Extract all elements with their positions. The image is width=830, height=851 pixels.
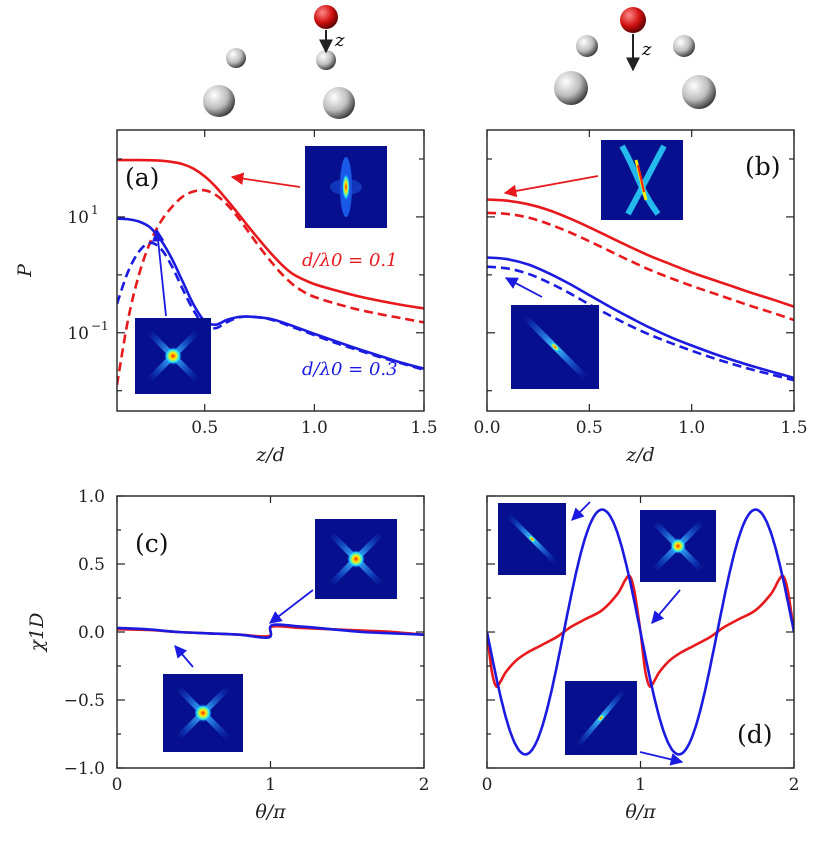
field-map-inset-twisted	[601, 140, 683, 220]
x-tick-label: 1.5	[780, 418, 807, 438]
atom-icon	[323, 87, 355, 119]
inset-pointer-arrow	[269, 589, 314, 624]
emitter-atom-icon	[620, 7, 646, 33]
inset-pointer-arrow	[651, 589, 681, 624]
y-tick-label: 0.5	[78, 555, 105, 575]
field-map-inset-diagonal	[511, 305, 599, 389]
panel-letter: (d)	[737, 720, 773, 749]
panel-c: 0 1 2 1.0 0.5 0.0 −0.5 −1.0 θ/π χ1D (c)	[26, 487, 429, 823]
series-line-red-dashed	[487, 211, 794, 322]
x-tick-label: 1	[265, 775, 276, 795]
inset-pointer-arrow	[230, 172, 301, 188]
panel-letter: (a)	[125, 163, 159, 192]
field-map-inset-cross	[163, 674, 243, 752]
inset-pointer-arrow	[174, 645, 194, 668]
atom-array-pentagon-icon: z	[554, 7, 716, 109]
schematic-z-label: z	[641, 39, 652, 60]
panel-letter: (b)	[745, 152, 781, 181]
y-axis-label: χ1D	[26, 613, 48, 654]
emitter-atom-icon	[314, 5, 338, 29]
series-line-red-solid	[487, 198, 794, 308]
x-tick-label: 0.5	[576, 418, 603, 438]
panel-d: 0 1 2 θ/π (d)	[482, 495, 800, 823]
series-line-blue-dashed	[117, 241, 424, 372]
x-tick-label: 0.0	[473, 418, 500, 438]
x-tick-label: 1.5	[410, 418, 437, 438]
field-map-inset-cross	[135, 318, 211, 394]
atom-icon	[316, 50, 336, 70]
field-map-inset-cross	[640, 510, 716, 582]
y-tick-label: 10	[67, 208, 89, 228]
x-tick-label: 0.5	[191, 418, 218, 438]
series-group	[487, 198, 794, 382]
series-group	[117, 623, 424, 640]
y-tick-label: −0.5	[64, 691, 105, 711]
schematic-z-label: z	[334, 30, 345, 51]
inset-pointer-arrow	[503, 175, 599, 198]
x-tick-label: 1.0	[678, 418, 705, 438]
atom-icon	[226, 48, 246, 68]
x-axis-label: z/d	[255, 444, 285, 466]
y-tick-label: −1.0	[64, 759, 105, 779]
field-map-inset-cross	[315, 519, 397, 599]
series-line-red-solid	[117, 158, 424, 310]
atom-icon	[673, 35, 695, 57]
inset-pointer-arrow	[571, 501, 591, 521]
x-tick-label: 2	[789, 775, 800, 795]
plot-frame	[486, 129, 795, 412]
atom-icon	[554, 71, 588, 105]
y-tick-label: 10	[67, 324, 89, 344]
atom-icon	[682, 75, 716, 109]
y-axis-label: P	[14, 263, 36, 278]
x-axis-label: θ/π	[625, 801, 656, 823]
annotation-d-lambda-0-1: d/λ0 = 0.1	[302, 250, 398, 271]
field-map-inset-diagonal	[498, 503, 566, 575]
x-tick-label: 0	[482, 775, 493, 795]
x-tick-label: 1	[635, 775, 646, 795]
series-line-blue-solid	[487, 508, 794, 756]
x-axis-label: θ/π	[255, 801, 286, 823]
y-tick-label: 0.0	[78, 623, 105, 643]
series-line-blue-solid	[487, 256, 794, 380]
annotation-arrows	[151, 172, 684, 766]
x-tick-label: 1.0	[301, 418, 328, 438]
x-axis-label: z/d	[625, 444, 655, 466]
field-map-inset-vertical	[305, 146, 387, 228]
atom-icon	[203, 85, 235, 117]
panel-a: 0.5 1.0 1.510 110 −1z/dP(a)	[14, 129, 438, 466]
atom-array-square-icon: z	[203, 5, 355, 119]
series-group	[487, 508, 794, 756]
series-line-red-dashed	[117, 188, 424, 386]
x-tick-label: 2	[419, 775, 430, 795]
field-map-inset-diagonal	[565, 681, 637, 755]
annotation-d-lambda-0-3: d/λ0 = 0.3	[302, 359, 398, 380]
y-tick-exponent: −1	[91, 319, 109, 333]
panel-letter: (c)	[135, 529, 169, 558]
y-tick-exponent: 1	[91, 203, 99, 217]
panel-b: 0.0 0.5 1.0 1.5 z/d (b)	[473, 129, 808, 466]
inset-pointer-arrow	[504, 277, 543, 298]
atom-icon	[576, 35, 598, 57]
x-tick-label: 0	[112, 775, 123, 795]
inset-pointer-arrow	[151, 228, 167, 317]
y-tick-label: 1.0	[78, 487, 105, 507]
plot-frame	[116, 129, 425, 412]
series-line-blue-solid	[117, 623, 424, 640]
inset-pointer-arrow	[639, 751, 684, 766]
